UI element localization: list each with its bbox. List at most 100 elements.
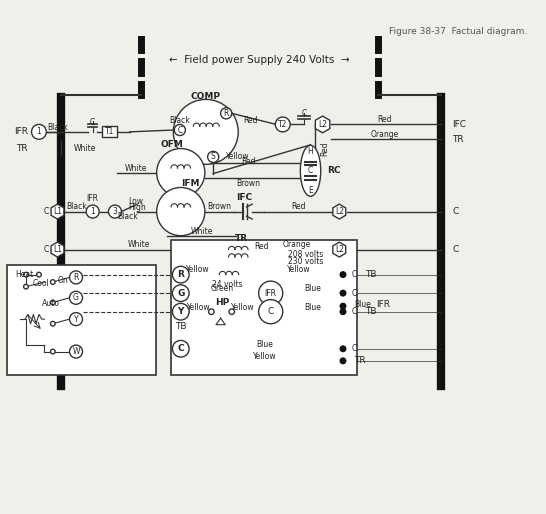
- Text: Yellow: Yellow: [253, 352, 277, 361]
- Text: C: C: [44, 245, 49, 254]
- Text: G: G: [177, 289, 185, 298]
- Circle shape: [221, 108, 232, 119]
- Text: E: E: [308, 186, 313, 195]
- Text: Yellow: Yellow: [187, 303, 210, 311]
- Text: 3: 3: [112, 207, 117, 216]
- Circle shape: [173, 266, 189, 283]
- Text: Y: Y: [74, 315, 78, 324]
- Text: R: R: [223, 109, 229, 118]
- Text: Y: Y: [177, 307, 184, 316]
- Text: TR: TR: [234, 234, 247, 243]
- Circle shape: [275, 117, 290, 132]
- Text: T2: T2: [278, 120, 287, 129]
- Text: Red: Red: [291, 203, 306, 211]
- Text: White: White: [125, 163, 147, 173]
- Circle shape: [173, 340, 189, 357]
- Text: TB: TB: [175, 322, 187, 331]
- Text: Green: Green: [211, 284, 234, 293]
- Circle shape: [69, 271, 82, 284]
- Circle shape: [23, 272, 28, 277]
- Text: Blue: Blue: [304, 303, 321, 311]
- Text: Red: Red: [320, 141, 329, 156]
- Text: C: C: [453, 207, 459, 216]
- Text: C: C: [301, 109, 307, 118]
- Text: G: G: [73, 293, 79, 302]
- Text: TR: TR: [354, 356, 366, 365]
- Text: L2: L2: [335, 245, 344, 254]
- Circle shape: [340, 272, 346, 278]
- Text: TB: TB: [365, 270, 377, 279]
- Circle shape: [32, 124, 46, 139]
- Text: Red: Red: [377, 115, 392, 124]
- FancyBboxPatch shape: [102, 126, 117, 137]
- FancyBboxPatch shape: [171, 241, 357, 375]
- Circle shape: [51, 280, 55, 284]
- Text: Low: Low: [128, 197, 143, 206]
- Text: Blue: Blue: [354, 300, 371, 309]
- Text: IFR: IFR: [265, 289, 277, 298]
- Text: TB: TB: [365, 307, 377, 316]
- Circle shape: [69, 345, 82, 358]
- Circle shape: [69, 313, 82, 325]
- Text: Red: Red: [241, 157, 256, 166]
- Circle shape: [209, 309, 214, 315]
- Circle shape: [51, 349, 55, 354]
- Text: C: C: [352, 344, 357, 353]
- Text: C: C: [453, 245, 459, 254]
- Text: 1: 1: [37, 127, 41, 136]
- Circle shape: [259, 300, 283, 324]
- Text: 24 volts: 24 volts: [212, 280, 242, 289]
- Text: C: C: [308, 167, 313, 175]
- Text: 208 volts: 208 volts: [288, 250, 324, 259]
- Text: Black: Black: [67, 203, 87, 211]
- Circle shape: [173, 285, 189, 302]
- Circle shape: [51, 300, 55, 305]
- Circle shape: [51, 321, 55, 326]
- Circle shape: [109, 205, 121, 218]
- Text: Orange: Orange: [371, 130, 399, 139]
- Text: Yellow: Yellow: [231, 303, 254, 311]
- Text: IFR: IFR: [376, 300, 390, 309]
- Circle shape: [340, 346, 346, 352]
- Circle shape: [173, 99, 238, 164]
- Text: White: White: [128, 241, 150, 249]
- Text: IFR: IFR: [87, 194, 99, 203]
- Text: Blue: Blue: [304, 284, 321, 293]
- Text: L2: L2: [335, 207, 344, 216]
- Circle shape: [259, 281, 283, 305]
- Circle shape: [340, 309, 346, 315]
- Polygon shape: [333, 204, 346, 219]
- Text: Cool: Cool: [32, 280, 49, 288]
- Text: 230 volts: 230 volts: [288, 257, 324, 266]
- Text: Brown: Brown: [207, 203, 232, 211]
- Text: RC: RC: [327, 167, 341, 175]
- Text: T1: T1: [105, 127, 114, 136]
- Text: Red: Red: [254, 242, 269, 251]
- Text: L1: L1: [53, 207, 62, 216]
- Text: Figure 38-37  Factual diagram.: Figure 38-37 Factual diagram.: [389, 27, 527, 36]
- Text: C: C: [352, 307, 357, 316]
- Text: S: S: [211, 152, 216, 161]
- Circle shape: [229, 309, 235, 315]
- Text: Black: Black: [169, 116, 190, 125]
- Text: L1: L1: [53, 245, 62, 254]
- Text: C: C: [352, 289, 357, 298]
- Text: On: On: [57, 276, 68, 285]
- Text: H: H: [307, 147, 313, 156]
- Text: TR: TR: [16, 144, 28, 153]
- Text: Yellow: Yellow: [226, 152, 250, 161]
- Text: R: R: [177, 270, 184, 279]
- Polygon shape: [316, 116, 330, 133]
- Text: C: C: [177, 125, 182, 135]
- Circle shape: [37, 272, 41, 277]
- Circle shape: [69, 291, 82, 304]
- Circle shape: [340, 303, 346, 309]
- Text: C: C: [44, 207, 49, 216]
- Circle shape: [340, 358, 346, 363]
- Circle shape: [174, 124, 186, 136]
- Ellipse shape: [300, 145, 321, 196]
- Text: Heat: Heat: [15, 270, 33, 279]
- Text: Blue: Blue: [257, 340, 274, 348]
- Text: Orange: Orange: [282, 241, 311, 249]
- Text: TR: TR: [453, 135, 464, 144]
